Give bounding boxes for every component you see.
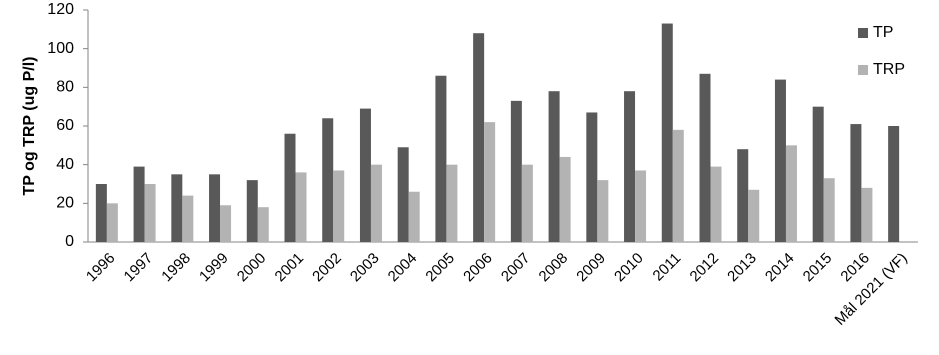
bar [133, 166, 145, 242]
x-tick-label: 2009 [573, 250, 609, 286]
bar [624, 91, 636, 242]
bar [737, 149, 749, 242]
x-tick-label: 2014 [762, 250, 798, 286]
bar [295, 172, 307, 242]
y-tick-label: 60 [56, 117, 74, 134]
x-tick-label: 2007 [498, 250, 534, 286]
x-tick-label: 1997 [121, 250, 157, 286]
bar [257, 207, 269, 242]
bar [359, 108, 371, 242]
bar [209, 174, 221, 242]
bar [144, 184, 156, 242]
x-tick-label: 1996 [83, 250, 119, 286]
bar [521, 164, 533, 242]
x-tick-label: 2002 [309, 250, 345, 286]
x-tick-label: 2005 [422, 250, 458, 286]
bar [861, 187, 873, 242]
bar [246, 180, 258, 242]
bar [333, 170, 345, 242]
bar [635, 170, 647, 242]
bar [473, 33, 485, 243]
bar [699, 73, 711, 242]
bar [774, 79, 786, 242]
x-tick-label: 2008 [536, 250, 572, 286]
bar [888, 126, 900, 242]
bar [322, 118, 334, 242]
x-tick-label: 2013 [724, 250, 760, 286]
x-tick-label: 2006 [460, 250, 496, 286]
bar [182, 195, 194, 242]
bar [597, 180, 609, 242]
bar [586, 112, 598, 242]
bar [408, 191, 420, 242]
x-tick-label: 2000 [234, 250, 270, 286]
x-tick-label: 1998 [158, 250, 194, 286]
y-tick-label: 20 [56, 195, 74, 212]
bar [171, 174, 183, 242]
bar [748, 189, 760, 242]
x-tick-label: 2004 [385, 250, 421, 286]
bar [284, 133, 296, 242]
x-tick-label: 2001 [272, 250, 308, 286]
y-tick-label: 120 [47, 1, 74, 18]
bar [435, 75, 447, 242]
bar [548, 91, 560, 242]
legend-label: TRP [873, 61, 905, 78]
legend-swatch [858, 65, 868, 75]
bar [370, 164, 382, 242]
y-tick-label: 100 [47, 40, 74, 57]
bar [397, 147, 409, 242]
x-tick-label: 2011 [650, 250, 685, 285]
bar [220, 205, 232, 242]
legend-label: TP [873, 24, 893, 41]
bar [812, 106, 824, 243]
y-tick-label: 80 [56, 79, 74, 96]
bar [672, 129, 684, 242]
x-tick-label: 2012 [687, 250, 723, 286]
bar [484, 122, 496, 242]
bar [850, 124, 862, 242]
bar [559, 156, 571, 242]
x-tick-label: 2015 [800, 250, 836, 286]
bar [785, 145, 797, 242]
x-tick-label: 1999 [196, 250, 232, 286]
bar [710, 166, 722, 242]
x-tick-label: 2003 [347, 250, 383, 286]
bar [95, 184, 107, 242]
bar [661, 23, 673, 243]
y-tick-label: 40 [56, 156, 74, 173]
bar [106, 203, 118, 242]
bar [823, 178, 835, 242]
y-tick-label: 0 [65, 233, 74, 250]
y-axis-label: TP og TRP (ug P/l) [21, 57, 38, 196]
legend-swatch [858, 28, 868, 38]
bar [446, 164, 458, 242]
x-tick-label: 2010 [611, 250, 647, 286]
bar [510, 100, 522, 242]
